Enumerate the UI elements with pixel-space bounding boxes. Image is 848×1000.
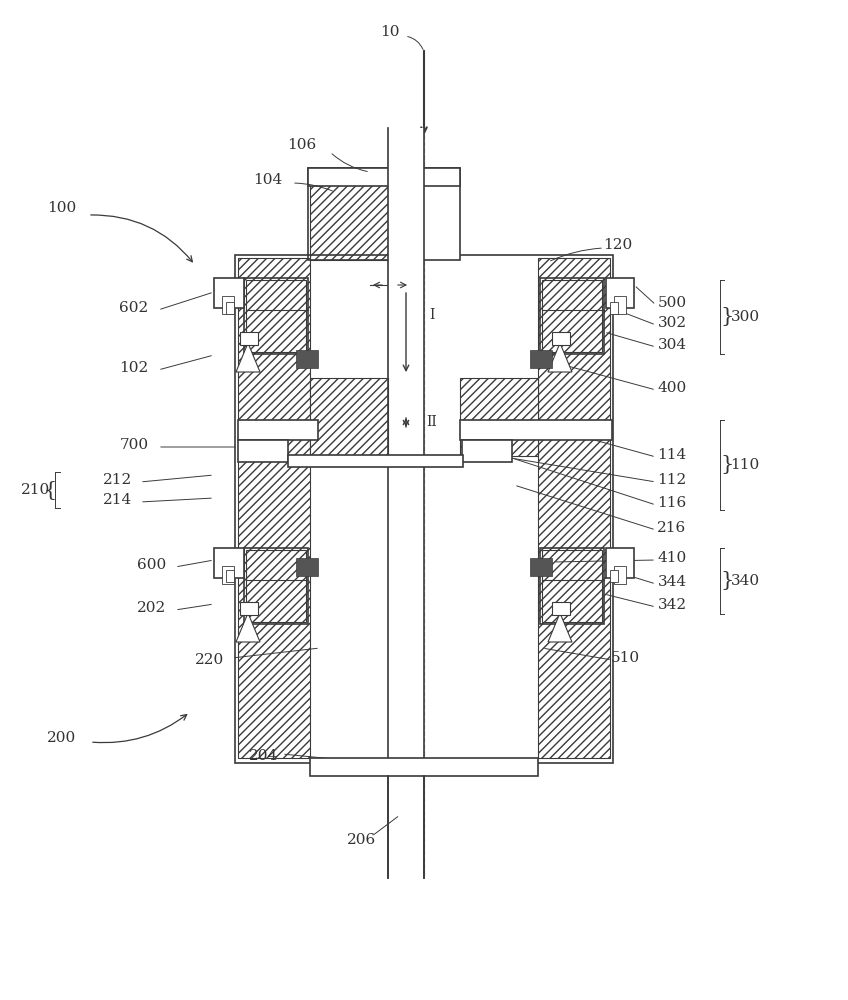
Text: 100: 100 xyxy=(47,201,76,215)
Bar xyxy=(420,168,460,260)
Bar xyxy=(308,168,460,186)
Text: 10: 10 xyxy=(380,25,399,39)
Text: }: } xyxy=(720,308,734,326)
Text: 120: 120 xyxy=(604,238,633,252)
Bar xyxy=(614,566,626,584)
Text: 342: 342 xyxy=(657,598,687,612)
Text: 212: 212 xyxy=(103,473,132,487)
Text: 106: 106 xyxy=(287,138,316,152)
Bar xyxy=(542,280,602,352)
Text: 200: 200 xyxy=(47,731,76,745)
Text: }: } xyxy=(720,456,734,475)
Bar xyxy=(308,168,392,260)
Bar xyxy=(238,258,310,758)
Bar xyxy=(388,128,424,878)
Bar xyxy=(222,296,234,314)
Bar xyxy=(606,278,634,308)
Bar xyxy=(246,550,306,622)
Bar xyxy=(538,258,610,758)
Bar xyxy=(610,570,618,582)
Text: 210: 210 xyxy=(21,483,51,497)
Bar xyxy=(244,548,308,624)
Bar xyxy=(222,566,234,584)
Bar xyxy=(460,378,538,456)
Bar xyxy=(214,278,244,308)
Text: II: II xyxy=(427,415,438,429)
Text: 102: 102 xyxy=(120,361,148,375)
Text: 116: 116 xyxy=(657,496,687,510)
Text: 114: 114 xyxy=(657,448,687,462)
Text: 600: 600 xyxy=(137,558,166,572)
Text: {: { xyxy=(43,481,57,499)
Text: 510: 510 xyxy=(611,651,639,665)
Text: }: } xyxy=(720,572,734,590)
Bar xyxy=(214,548,244,578)
Bar xyxy=(226,302,234,314)
Bar xyxy=(288,455,463,467)
Text: 202: 202 xyxy=(137,601,166,615)
Text: 410: 410 xyxy=(657,551,687,565)
Polygon shape xyxy=(548,613,572,642)
Polygon shape xyxy=(236,343,260,372)
Bar xyxy=(310,758,538,776)
Bar xyxy=(540,278,604,354)
Bar xyxy=(530,558,552,576)
Bar xyxy=(310,378,388,456)
Text: 110: 110 xyxy=(730,458,760,472)
Bar xyxy=(540,548,604,624)
Bar xyxy=(606,548,634,578)
Text: 220: 220 xyxy=(195,653,225,667)
Text: 344: 344 xyxy=(657,575,687,589)
Bar xyxy=(462,440,512,462)
Text: 214: 214 xyxy=(103,493,132,507)
Bar xyxy=(542,550,602,622)
Bar xyxy=(552,602,570,615)
Text: 302: 302 xyxy=(657,316,687,330)
Bar xyxy=(238,420,318,440)
Text: 216: 216 xyxy=(657,521,687,535)
Bar xyxy=(226,570,234,582)
Bar xyxy=(240,332,258,345)
Bar xyxy=(614,296,626,314)
Text: 340: 340 xyxy=(730,574,760,588)
Polygon shape xyxy=(548,343,572,372)
Bar xyxy=(240,602,258,615)
Text: 700: 700 xyxy=(120,438,148,452)
Text: 602: 602 xyxy=(120,301,148,315)
Bar xyxy=(530,350,552,368)
Bar xyxy=(552,332,570,345)
Text: 400: 400 xyxy=(657,381,687,395)
Bar xyxy=(244,278,308,354)
Text: I: I xyxy=(429,308,435,322)
Text: 304: 304 xyxy=(657,338,687,352)
Text: 112: 112 xyxy=(657,473,687,487)
Text: 204: 204 xyxy=(249,749,279,763)
Text: 500: 500 xyxy=(657,296,687,310)
Text: 104: 104 xyxy=(254,173,282,187)
Bar xyxy=(296,558,318,576)
Bar xyxy=(238,440,288,462)
Bar xyxy=(296,350,318,368)
Bar xyxy=(310,170,390,260)
Bar xyxy=(460,420,612,440)
Bar xyxy=(246,280,306,352)
Bar xyxy=(610,302,618,314)
Text: 300: 300 xyxy=(730,310,760,324)
Polygon shape xyxy=(236,613,260,642)
Bar xyxy=(235,255,613,763)
Text: 206: 206 xyxy=(348,833,377,847)
